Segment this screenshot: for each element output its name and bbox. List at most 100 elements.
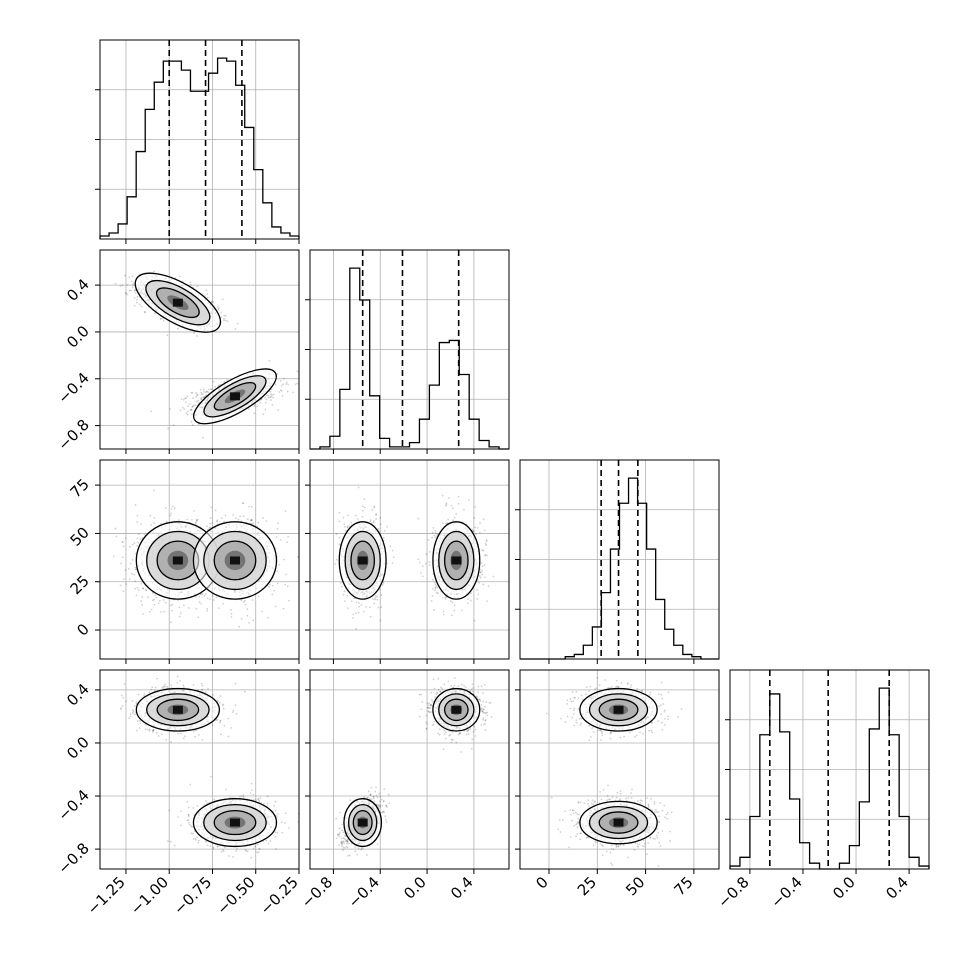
sample-point bbox=[142, 612, 144, 615]
sample-point bbox=[159, 317, 162, 320]
sample-point bbox=[203, 594, 206, 597]
sample-point bbox=[277, 409, 279, 411]
sample-point bbox=[380, 606, 383, 609]
sample-point bbox=[246, 518, 249, 521]
sample-point bbox=[257, 521, 260, 524]
sample-point bbox=[425, 553, 428, 556]
sample-point bbox=[122, 545, 125, 548]
sample-point bbox=[182, 604, 185, 607]
sample-point bbox=[264, 396, 266, 399]
sample-point bbox=[335, 533, 338, 536]
sample-point bbox=[431, 531, 434, 534]
sample-point bbox=[137, 589, 140, 591]
sample-point bbox=[187, 607, 190, 609]
sample-point bbox=[197, 399, 200, 402]
sample-point bbox=[275, 536, 278, 539]
sample-point bbox=[350, 600, 353, 603]
sample-point bbox=[444, 597, 447, 600]
sample-point bbox=[131, 543, 134, 546]
sample-point bbox=[434, 536, 437, 539]
sample-point bbox=[114, 283, 117, 285]
sample-point bbox=[173, 507, 176, 510]
sample-point bbox=[467, 598, 470, 601]
sample-point bbox=[170, 621, 172, 624]
sample-point bbox=[374, 598, 376, 601]
sample-point bbox=[134, 566, 137, 569]
sample-point bbox=[267, 396, 270, 399]
sample-point bbox=[256, 405, 258, 408]
sample-point bbox=[128, 276, 131, 278]
sample-point bbox=[335, 558, 338, 561]
sample-point bbox=[169, 514, 172, 517]
sample-point bbox=[287, 535, 289, 538]
sample-point bbox=[431, 595, 434, 597]
sample-point bbox=[474, 526, 477, 529]
sample-point bbox=[128, 289, 131, 292]
sample-point bbox=[186, 518, 188, 521]
density-peak bbox=[229, 392, 240, 401]
sample-point bbox=[232, 513, 235, 516]
sample-point bbox=[135, 301, 138, 304]
sample-point bbox=[149, 514, 152, 517]
sample-point bbox=[484, 576, 486, 579]
sample-point bbox=[179, 409, 182, 412]
sample-point bbox=[200, 391, 203, 394]
sample-point bbox=[344, 529, 347, 532]
sample-point bbox=[129, 545, 131, 548]
sample-point bbox=[270, 395, 272, 398]
sample-point bbox=[281, 395, 284, 397]
sample-point bbox=[476, 598, 479, 600]
sample-point bbox=[273, 589, 276, 592]
sample-point bbox=[375, 517, 377, 520]
sample-point bbox=[186, 410, 189, 413]
sample-point bbox=[285, 381, 288, 384]
sample-point bbox=[120, 562, 123, 565]
sample-point bbox=[276, 373, 279, 375]
sample-point bbox=[475, 533, 477, 536]
sample-point bbox=[190, 408, 193, 411]
sample-point bbox=[358, 605, 361, 608]
sample-point bbox=[481, 569, 484, 572]
sample-point bbox=[418, 561, 421, 564]
sample-point bbox=[252, 619, 255, 622]
sample-point bbox=[355, 601, 358, 604]
sample-point bbox=[131, 286, 134, 289]
sample-point bbox=[483, 564, 486, 567]
sample-point bbox=[236, 322, 239, 325]
sample-point bbox=[216, 306, 219, 308]
sample-point bbox=[131, 559, 134, 561]
sample-point bbox=[195, 607, 198, 610]
sample-point bbox=[119, 285, 122, 287]
sample-point bbox=[485, 539, 488, 542]
sample-point bbox=[134, 568, 137, 571]
panel-2-1 bbox=[305, 459, 510, 664]
sample-point bbox=[201, 436, 204, 439]
sample-point bbox=[192, 397, 195, 400]
sample-point bbox=[253, 405, 256, 408]
sample-point bbox=[167, 427, 170, 430]
sample-point bbox=[121, 540, 124, 543]
sample-point bbox=[124, 274, 126, 277]
sample-point bbox=[198, 601, 201, 604]
sample-point bbox=[189, 281, 192, 284]
sample-point bbox=[202, 388, 205, 391]
sample-point bbox=[211, 388, 213, 391]
sample-point bbox=[277, 522, 280, 525]
sample-point bbox=[198, 595, 201, 598]
sample-point bbox=[221, 298, 224, 301]
sample-point bbox=[346, 526, 349, 529]
sample-point bbox=[279, 389, 282, 392]
sample-point bbox=[154, 594, 156, 597]
sample-point bbox=[186, 395, 189, 398]
sample-point bbox=[178, 519, 180, 522]
sample-point bbox=[230, 612, 233, 615]
sample-point bbox=[200, 396, 203, 399]
sample-point bbox=[280, 390, 283, 392]
sample-point bbox=[223, 317, 225, 320]
sample-point bbox=[200, 398, 203, 400]
tick-label-y: −0.4 bbox=[54, 369, 92, 407]
sample-point bbox=[172, 424, 175, 427]
sample-point bbox=[286, 541, 288, 544]
sample-point bbox=[354, 612, 357, 615]
sample-point bbox=[214, 385, 217, 388]
